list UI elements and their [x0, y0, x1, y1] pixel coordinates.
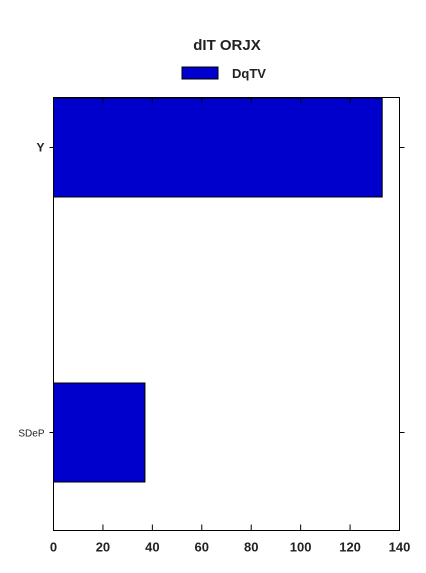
- y-axis: Y SDeP: [18, 141, 405, 440]
- x-tick-label: 0: [50, 540, 57, 555]
- bars-group: [53, 97, 383, 483]
- x-tick-label: 80: [244, 540, 258, 555]
- chart-title: dIT ORJX: [193, 37, 261, 54]
- x-tick-label: 60: [195, 540, 209, 555]
- legend-swatch: [181, 66, 219, 80]
- x-tick-label: 20: [96, 540, 110, 555]
- y-tick-label: SDeP: [18, 429, 44, 440]
- x-tick-label: 120: [339, 540, 361, 555]
- x-tick-label: 140: [389, 540, 411, 555]
- legend-label: DqTV: [232, 66, 266, 81]
- y-tick-label: Y: [36, 141, 44, 155]
- x-tick-label: 40: [145, 540, 159, 555]
- bar-y: [53, 97, 383, 198]
- x-axis: 0 20 40 60 80 100 120 140: [50, 97, 411, 555]
- legend: DqTV: [181, 66, 266, 81]
- bar-sdep: [53, 382, 146, 483]
- x-tick-label: 100: [290, 540, 312, 555]
